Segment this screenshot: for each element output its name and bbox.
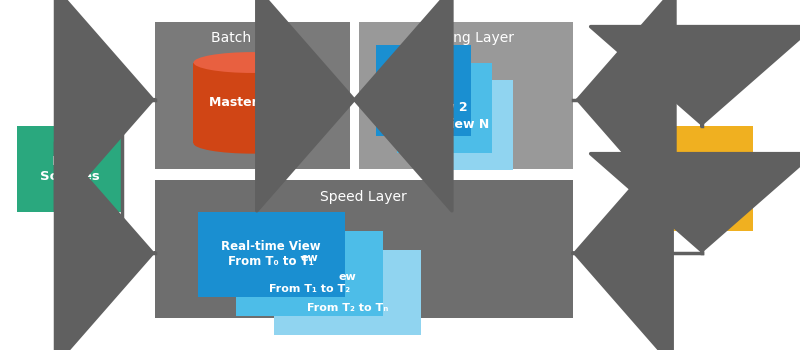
Bar: [155, 180, 573, 318]
Text: View 2: View 2: [422, 101, 468, 114]
Ellipse shape: [194, 133, 311, 154]
Bar: [397, 63, 492, 153]
Bar: [650, 126, 753, 231]
Bar: [274, 250, 421, 335]
Bar: [376, 46, 471, 135]
Bar: [236, 231, 383, 316]
Text: Query: Query: [678, 172, 726, 186]
Text: ew: ew: [300, 253, 318, 263]
Bar: [418, 79, 513, 170]
Bar: [359, 22, 573, 169]
Text: Speed Layer: Speed Layer: [321, 190, 407, 204]
Text: View N: View N: [442, 118, 490, 131]
Ellipse shape: [194, 52, 311, 73]
Text: Batch Layer: Batch Layer: [210, 31, 294, 45]
Text: Batch
View 1: Batch View 1: [400, 77, 447, 105]
Text: ew: ew: [338, 272, 356, 282]
Bar: [194, 63, 311, 143]
Bar: [155, 22, 350, 169]
Text: Master Data: Master Data: [209, 96, 295, 109]
Text: From T₁ to T₂: From T₁ to T₂: [269, 284, 350, 294]
Bar: [198, 211, 345, 297]
Text: Real-time View
From T₀ to T₁: Real-time View From T₀ to T₁: [222, 240, 321, 268]
Text: Serving Layer: Serving Layer: [418, 31, 514, 45]
Text: From T₂ to Tₙ: From T₂ to Tₙ: [306, 303, 388, 313]
Text: Data
Sources: Data Sources: [40, 155, 99, 183]
Bar: [18, 126, 122, 211]
